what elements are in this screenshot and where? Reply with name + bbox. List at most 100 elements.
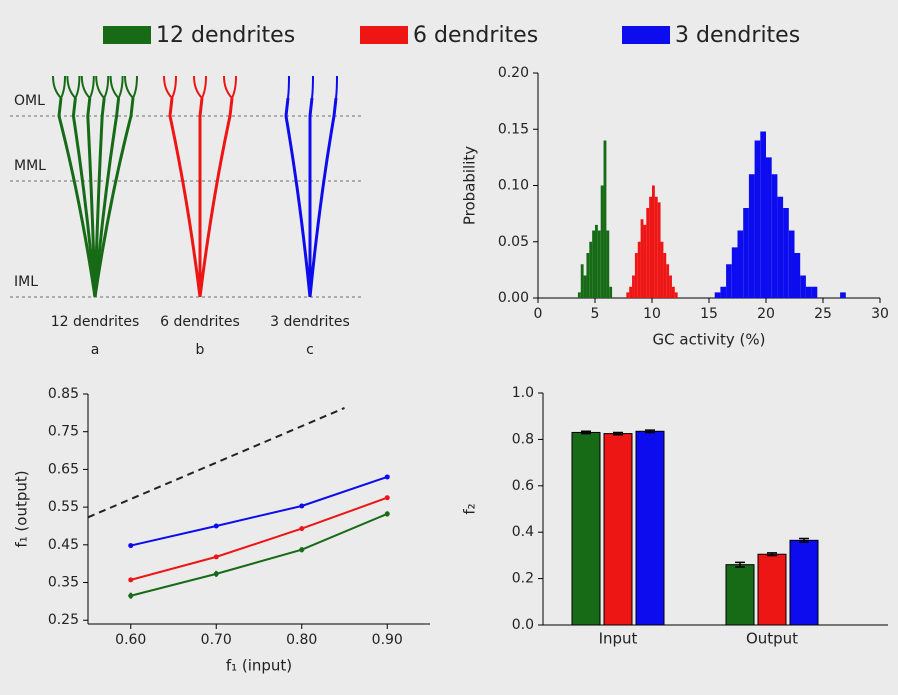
point [128,577,134,583]
histogram-bar [800,275,806,298]
point [213,523,219,529]
x-tick-label: 25 [814,306,832,322]
bar [789,539,819,626]
series-line [130,476,388,547]
histogram-bar [586,253,590,298]
dendrite-tip [103,75,110,99]
histogram-bar [669,275,672,298]
legend-swatch [622,26,670,44]
dendrite-tip [231,75,237,99]
histogram-bar [592,230,595,298]
x-axis-label: GC activity (%) [653,331,766,349]
y-tick-label: 0.8 [512,431,534,447]
legend-label: 3 dendrites [675,23,800,48]
layer-label: MML [14,158,46,174]
point [128,543,134,549]
layer-label: OML [14,93,45,109]
y-tick-label: 0.4 [512,524,534,540]
dendrite-tip [171,75,177,99]
histogram-bar [657,202,661,298]
y-tick-label: 0.2 [512,571,534,587]
y-tick-label: 0.05 [498,234,529,250]
x-tick-label: Input [599,630,638,648]
histogram-bar [606,230,610,298]
x-tick-label: Output [746,630,798,648]
y-tick-label: 0.0 [512,617,534,633]
x-tick-label: 5 [591,306,600,322]
histogram-bar [640,219,644,298]
point [299,526,305,532]
dendrite-tip [132,75,138,99]
histogram-bar [626,292,630,298]
dendrite [308,97,314,297]
dendrite-tip [95,75,105,99]
dendrite-tip [88,75,95,99]
dendrite-tip [124,75,134,99]
y-tick-label: 0.75 [48,424,79,440]
point [299,503,305,509]
legend-label: 6 dendrites [413,23,538,48]
histogram-bar [654,196,658,298]
histogram-bar [754,140,761,298]
point [384,495,390,501]
error-bar [735,561,745,568]
bar [725,564,755,626]
dendrite [284,97,312,298]
dendrite-tip [109,75,120,99]
cell-letter: b [196,342,205,358]
dendrite [57,97,97,298]
histogram-bar [766,157,772,298]
histogram-bar [637,241,641,298]
histogram-bar [583,275,587,298]
x-tick-label: 0.70 [201,632,232,648]
bar [571,431,601,626]
dendrite [93,97,121,298]
histogram-bar [748,174,755,298]
point [213,554,219,560]
dendrite-tip [311,75,314,99]
dendrite-tip [193,75,203,99]
dendrite [308,97,338,298]
histogram-bar [714,292,721,298]
error-bar [581,430,591,435]
y-tick-label: 0.35 [48,575,79,591]
point [384,474,390,480]
histogram-bar [577,292,581,298]
histogram-bar [666,264,670,298]
histogram-bar [629,286,633,298]
histogram-bar [743,208,749,298]
y-tick-label: 0.10 [498,178,529,194]
histogram-bar [649,196,652,298]
y-tick-label: 0.65 [48,461,79,477]
y-tick-label: 0.55 [48,499,79,515]
histogram-bar [646,208,650,298]
y-tick-label: 0.45 [48,537,79,553]
dendrite-tip [223,75,233,99]
histogram-bar [597,230,601,298]
cell-letter: c [306,342,314,358]
series-line [130,512,388,597]
histogram-bar [671,286,675,298]
cell-label: 6 dendrites [160,314,240,330]
y-tick-label: 0.00 [498,290,529,306]
dendrite-tip [66,75,77,99]
histogram-bar [794,253,801,298]
dendrite [93,97,135,298]
histogram-bar [660,241,664,298]
x-axis-label: f₁ (input) [226,657,292,675]
histogram-bar [788,230,795,298]
histogram-bar [600,185,604,298]
histogram-bar [652,185,655,298]
reference-line [87,407,345,519]
dendrite [168,97,202,298]
histogram-bar [783,208,789,298]
histogram-bar [771,174,778,298]
error-bar [613,431,623,436]
bar [757,553,787,626]
cell-label: 3 dendrites [270,314,350,330]
dendrite-tip [117,75,124,99]
y-tick-label: 0.6 [512,478,534,494]
dendrite [71,97,97,298]
histogram-bar [589,241,593,298]
